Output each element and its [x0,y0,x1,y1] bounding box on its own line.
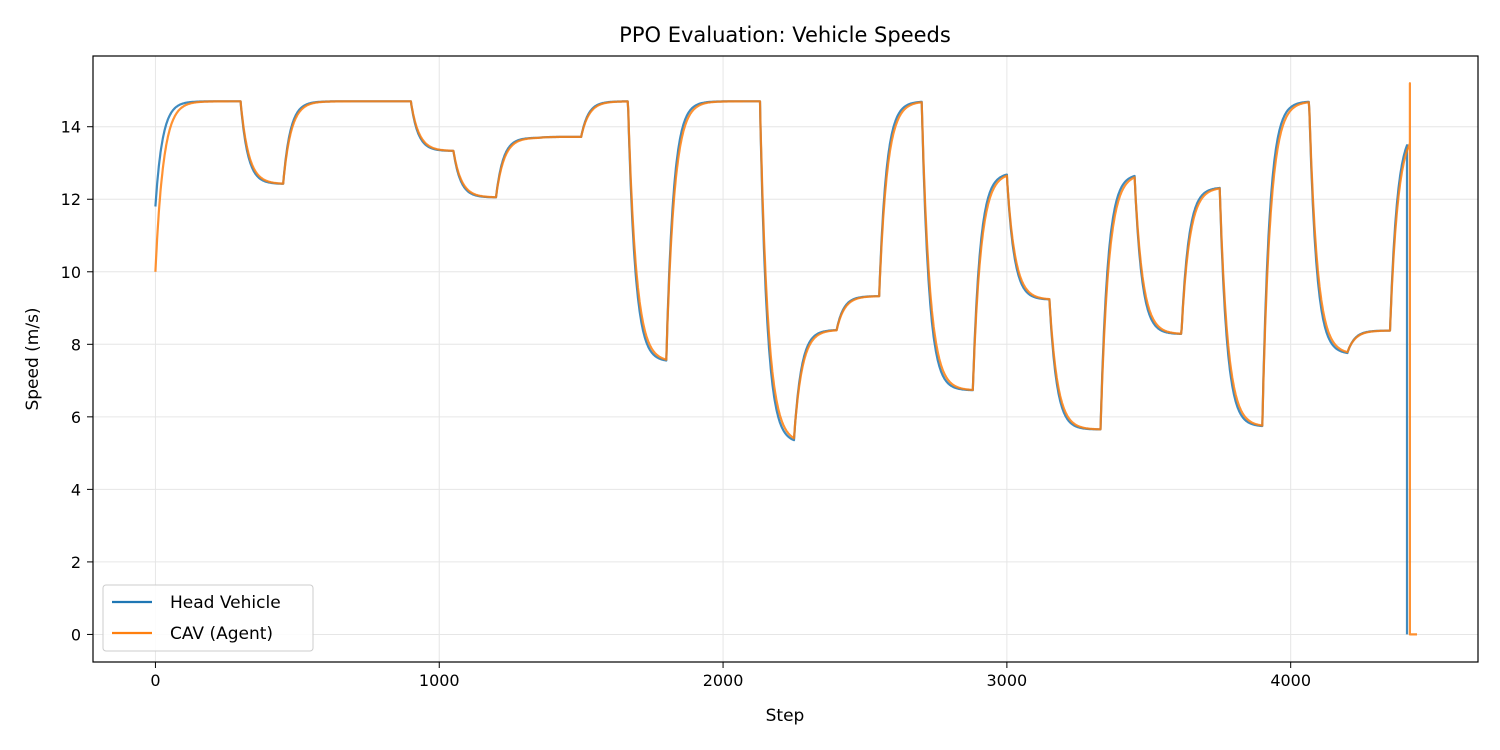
y-tick-label: 0 [71,625,81,644]
x-tick-label: 3000 [987,671,1028,690]
legend-head-vehicle-label: Head Vehicle [170,593,281,613]
x-tick-label: 4000 [1270,671,1311,690]
data-lines [154,82,1417,636]
y-tick-label: 6 [71,408,81,427]
series-line-1 [154,82,1417,636]
chart-title: PPO Evaluation: Vehicle Speeds [619,23,951,47]
legend-box [102,584,314,652]
x-axis-ticks: 0 1000 2000 3000 4000 [150,662,1311,690]
legend: Head Vehicle CAV (Agent) [102,584,314,652]
y-axis-ticks: 0 2 4 6 8 10 12 14 [61,118,93,644]
x-tick-label: 2000 [703,671,744,690]
grid-lines [93,56,1478,662]
y-tick-label: 4 [71,480,81,499]
y-tick-label: 14 [61,118,81,137]
y-tick-label: 10 [61,263,81,282]
x-tick-label: 1000 [419,671,460,690]
x-axis-label: Step [766,706,805,726]
legend-cav-agent-label: CAV (Agent) [170,624,273,644]
y-axis-label: Speed (m/s) [23,307,43,410]
x-tick-label: 0 [150,671,160,690]
y-tick-label: 12 [61,190,81,209]
plot-frame [92,55,1479,663]
y-tick-label: 2 [71,553,81,572]
y-tick-label: 8 [71,335,81,354]
